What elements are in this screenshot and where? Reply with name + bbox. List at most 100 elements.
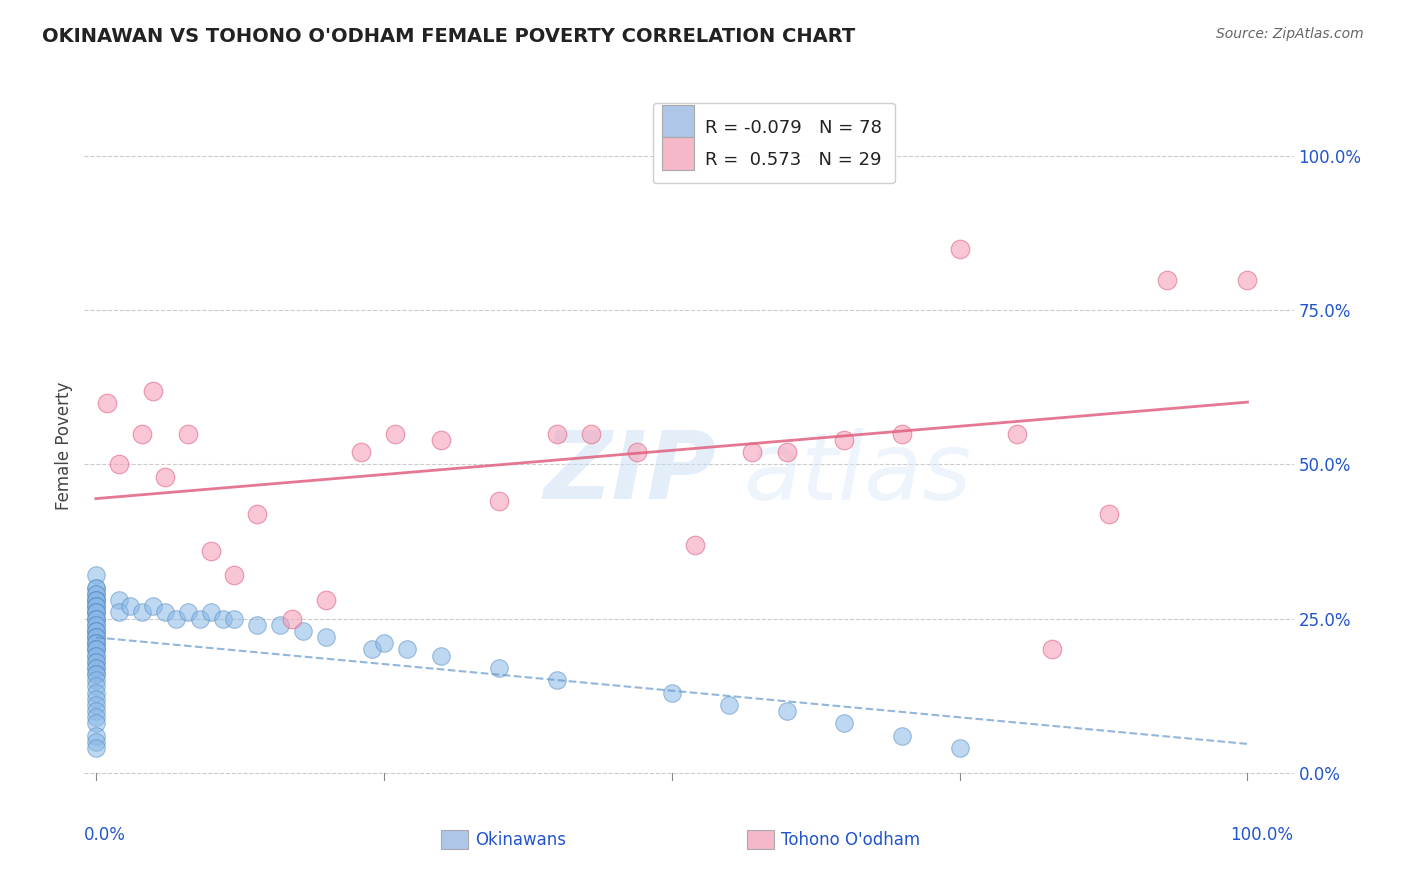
Point	[142, 599, 165, 614]
Point	[84, 587, 107, 601]
Point	[84, 624, 107, 638]
Point	[177, 426, 200, 441]
Text: OKINAWAN VS TOHONO O'ODHAM FEMALE POVERTY CORRELATION CHART: OKINAWAN VS TOHONO O'ODHAM FEMALE POVERT…	[42, 27, 855, 45]
Point	[84, 655, 107, 669]
Point	[84, 673, 107, 688]
Point	[84, 593, 107, 607]
Point	[84, 630, 107, 644]
Point	[84, 661, 107, 675]
Point	[84, 599, 107, 614]
Point	[84, 741, 107, 756]
Point	[84, 611, 107, 625]
Point	[626, 445, 648, 459]
Text: 100.0%: 100.0%	[1230, 826, 1294, 844]
Point	[84, 648, 107, 663]
Point	[84, 735, 107, 749]
Point	[1040, 642, 1063, 657]
Point	[315, 630, 337, 644]
Point	[661, 685, 683, 699]
Point	[350, 445, 373, 459]
Point	[177, 606, 200, 620]
Point	[84, 593, 107, 607]
Point	[84, 679, 107, 693]
Point	[84, 642, 107, 657]
Point	[292, 624, 315, 638]
Bar	[747, 830, 773, 849]
Point	[84, 685, 107, 699]
Point	[776, 445, 799, 459]
Point	[142, 384, 165, 398]
Point	[200, 543, 222, 558]
Point	[84, 698, 107, 712]
Point	[84, 704, 107, 718]
Point	[718, 698, 741, 712]
Point	[84, 611, 107, 625]
Text: 0.0%: 0.0%	[84, 826, 127, 844]
Point	[948, 242, 970, 256]
Point	[546, 426, 568, 441]
Point	[108, 606, 131, 620]
Point	[1005, 426, 1028, 441]
Point	[1098, 507, 1121, 521]
Point	[153, 470, 176, 484]
Point	[96, 396, 118, 410]
Point	[166, 611, 188, 625]
Point	[834, 716, 856, 731]
Text: Source: ZipAtlas.com: Source: ZipAtlas.com	[1216, 27, 1364, 41]
Point	[84, 611, 107, 625]
Text: Okinawans: Okinawans	[475, 830, 567, 849]
Point	[488, 494, 510, 508]
Point	[84, 630, 107, 644]
Point	[891, 426, 914, 441]
Point	[891, 729, 914, 743]
Legend: R = -0.079   N = 78, R =  0.573   N = 29: R = -0.079 N = 78, R = 0.573 N = 29	[652, 103, 894, 183]
Point	[120, 599, 142, 614]
Point	[84, 642, 107, 657]
Point	[1236, 272, 1258, 286]
Point	[280, 611, 302, 625]
Point	[84, 581, 107, 595]
Point	[84, 587, 107, 601]
Point	[84, 581, 107, 595]
Point	[84, 624, 107, 638]
Point	[84, 648, 107, 663]
Point	[546, 673, 568, 688]
Point	[84, 667, 107, 681]
Point	[222, 611, 245, 625]
Point	[84, 624, 107, 638]
Point	[84, 593, 107, 607]
Point	[269, 617, 291, 632]
Point	[84, 710, 107, 724]
Point	[395, 642, 418, 657]
Point	[741, 445, 763, 459]
Y-axis label: Female Poverty: Female Poverty	[55, 382, 73, 510]
Point	[84, 568, 107, 582]
Text: Tohono O'odham: Tohono O'odham	[780, 830, 920, 849]
Point	[84, 716, 107, 731]
Point	[84, 606, 107, 620]
Point	[579, 426, 602, 441]
Point	[84, 661, 107, 675]
Point	[84, 667, 107, 681]
Point	[84, 636, 107, 650]
Point	[108, 593, 131, 607]
Point	[84, 642, 107, 657]
Point	[84, 636, 107, 650]
Point	[84, 599, 107, 614]
Point	[1156, 272, 1178, 286]
Point	[84, 636, 107, 650]
Point	[430, 433, 453, 447]
Point	[430, 648, 453, 663]
Point	[776, 704, 799, 718]
Point	[84, 599, 107, 614]
Point	[84, 617, 107, 632]
Point	[488, 661, 510, 675]
Point	[84, 606, 107, 620]
Text: atlas: atlas	[744, 427, 972, 518]
Point	[384, 426, 406, 441]
Point	[373, 636, 395, 650]
Point	[222, 568, 245, 582]
Bar	[441, 830, 468, 849]
Point	[84, 729, 107, 743]
Point	[200, 606, 222, 620]
